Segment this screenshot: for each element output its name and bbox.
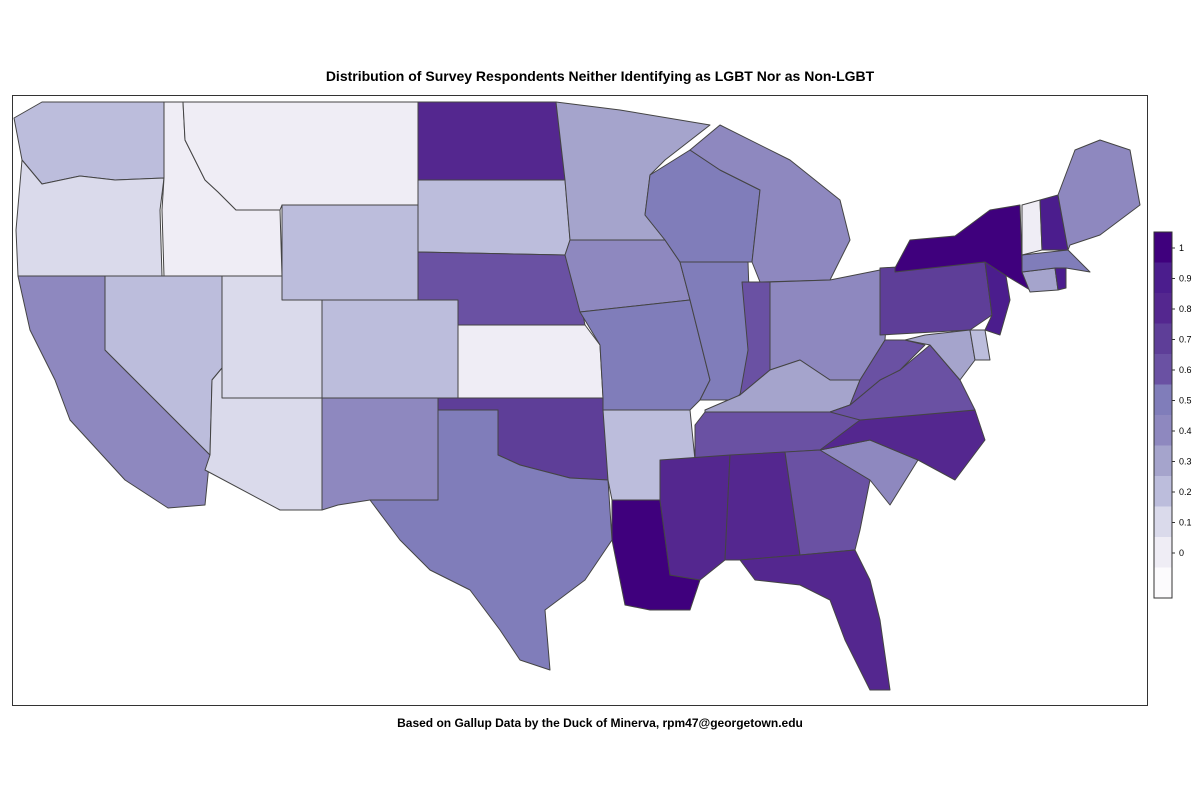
- state-ms: [659, 454, 731, 581]
- legend-swatch: [1154, 232, 1172, 263]
- legend-label: 0.6: [1179, 365, 1192, 375]
- state-vt: [1021, 199, 1043, 256]
- legend-label: 0: [1179, 548, 1184, 558]
- state-pa: [879, 261, 993, 336]
- map-caption: Based on Gallup Data by the Duck of Mine…: [397, 716, 803, 730]
- state-sd: [417, 179, 571, 256]
- legend-label: 0.1: [1179, 518, 1192, 528]
- legend-swatch: [1154, 537, 1172, 568]
- state-or: [15, 159, 165, 277]
- legend-swatch: [1154, 567, 1172, 598]
- legend-label: 0.4: [1179, 426, 1192, 436]
- legend-label: 0.9: [1179, 274, 1192, 284]
- legend-swatch: [1154, 323, 1172, 354]
- map-frame: [12, 95, 1148, 706]
- state-nd: [417, 101, 566, 181]
- map-title: Distribution of Survey Respondents Neith…: [325, 68, 875, 84]
- legend-label: 0.7: [1179, 335, 1192, 345]
- state-wy: [281, 204, 419, 301]
- state-ia: [564, 239, 691, 313]
- color-legend: 1 0.9 0.8 0.7 0.6 0.5 0.4 0.3 0.2 0.1 0: [1153, 231, 1192, 599]
- legend-swatch: [1154, 476, 1172, 507]
- legend-swatch: [1154, 415, 1172, 446]
- legend-swatch: [1154, 506, 1172, 537]
- legend-label: 1: [1179, 243, 1184, 253]
- state-nm: [321, 397, 439, 511]
- legend-border: [1153, 231, 1173, 599]
- legend-swatch: [1154, 293, 1172, 324]
- state-de: [969, 329, 991, 361]
- legend-swatch: [1154, 262, 1172, 293]
- legend-swatch: [1154, 354, 1172, 385]
- state-wa: [13, 101, 165, 185]
- state-me: [1057, 139, 1141, 251]
- legend-swatch: [1154, 384, 1172, 415]
- legend-label: 0.8: [1179, 304, 1192, 314]
- legend-label: 0.2: [1179, 487, 1192, 497]
- legend-label: 0.5: [1179, 396, 1192, 406]
- state-ks: [457, 324, 604, 399]
- state-tx: [369, 409, 613, 671]
- state-fl: [739, 549, 891, 691]
- legend-label: 0.3: [1179, 457, 1192, 467]
- states-layer: [13, 101, 1141, 691]
- legend-swatch: [1154, 445, 1172, 476]
- state-co: [321, 299, 459, 399]
